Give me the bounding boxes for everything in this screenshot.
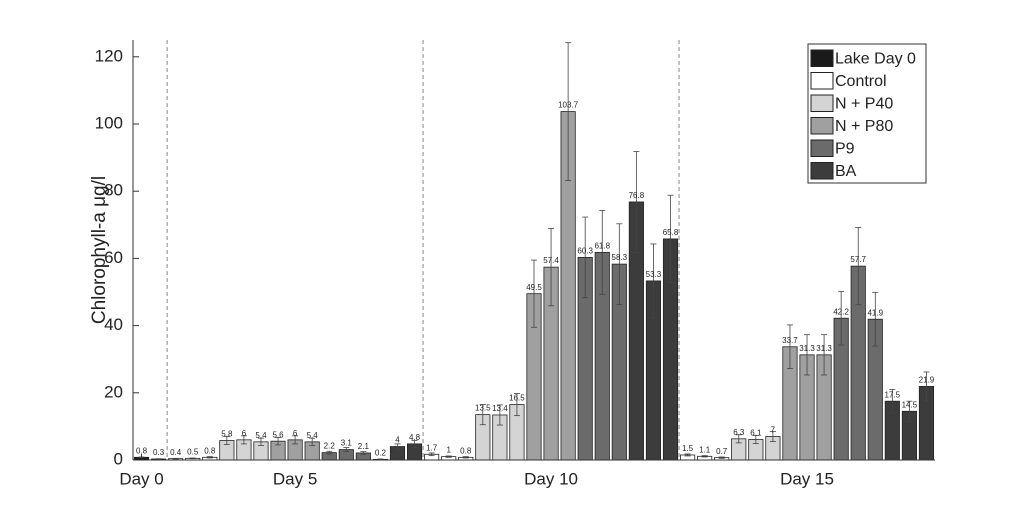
value-label: 33.7: [782, 336, 798, 345]
value-label: 7: [771, 426, 776, 435]
value-label: 0.8: [136, 446, 148, 455]
legend-swatch: [810, 139, 834, 157]
value-label: 0.3: [153, 448, 165, 457]
legend-swatch: [810, 49, 834, 67]
y-tick-label: 20: [104, 382, 123, 401]
legend-label: N + P40: [835, 95, 893, 112]
value-label: 53.3: [646, 270, 662, 279]
value-label: 14.5: [902, 400, 918, 409]
y-tick-label: 100: [95, 113, 123, 132]
x-tick-label: Day 10: [524, 469, 578, 488]
value-label: 6: [242, 429, 247, 438]
value-label: 13.4: [492, 404, 508, 413]
value-label: 0.2: [375, 448, 387, 457]
value-label: 41.9: [867, 308, 883, 317]
value-label: 0.4: [170, 448, 182, 457]
value-label: 31.3: [816, 344, 832, 353]
y-tick-label: 120: [95, 46, 123, 65]
value-label: 2.2: [324, 442, 336, 451]
value-label: 57.7: [850, 255, 866, 264]
value-label: 58.3: [612, 253, 628, 262]
value-label: 5.8: [221, 430, 233, 439]
value-label: 1.5: [682, 444, 694, 453]
value-label: 0.8: [460, 446, 472, 455]
value-label: 31.3: [799, 344, 815, 353]
value-label: 0.5: [187, 447, 199, 456]
value-label: 5.4: [255, 431, 267, 440]
value-label: 1.1: [699, 445, 711, 454]
value-label: 60.3: [577, 247, 593, 256]
legend-label: BA: [835, 163, 857, 180]
legend-label: Lake Day 0: [835, 50, 916, 67]
value-label: 6.1: [750, 429, 762, 438]
value-label: 103.7: [558, 101, 579, 110]
value-label: 13.5: [475, 404, 491, 413]
value-label: 1.7: [426, 443, 438, 452]
x-tick-label: Day 15: [780, 469, 834, 488]
value-label: 61.8: [594, 241, 610, 250]
x-tick-label: Day 5: [273, 469, 317, 488]
legend-label: Control: [835, 73, 887, 90]
value-label: 4: [395, 436, 400, 445]
value-label: 1: [446, 446, 451, 455]
value-label: 76.8: [629, 191, 645, 200]
value-label: 21.9: [919, 376, 935, 385]
value-label: 57.4: [543, 256, 559, 265]
value-label: 5.6: [272, 430, 284, 439]
x-tick-label: Day 0: [119, 469, 163, 488]
value-label: 6.3: [733, 428, 745, 437]
value-label: 17.5: [885, 390, 901, 399]
value-label: 16.5: [509, 394, 525, 403]
value-label: 0.8: [204, 446, 216, 455]
legend-swatch: [810, 117, 834, 135]
legend-box: [807, 43, 927, 184]
value-label: 42.2: [833, 307, 849, 316]
value-label: 4.8: [409, 433, 421, 442]
value-label: 2.1: [358, 442, 370, 451]
y-tick-label: 60: [104, 248, 123, 267]
y-tick-label: 0: [114, 449, 123, 468]
value-label: 3.1: [341, 439, 353, 448]
y-tick-label: 80: [104, 181, 123, 200]
value-label: 0.7: [716, 447, 728, 456]
legend-label: P9: [835, 140, 855, 157]
legend-swatch: [810, 94, 834, 112]
y-tick-label: 40: [104, 315, 123, 334]
value-label: 65.8: [663, 228, 679, 237]
y-axis-label: Chlorophyll-a μg/l: [89, 176, 110, 324]
value-label: 49.5: [526, 283, 542, 292]
value-label: 5.4: [307, 431, 319, 440]
legend-label: N + P80: [835, 118, 893, 135]
legend-swatch: [810, 162, 834, 180]
legend-swatch: [810, 72, 834, 90]
value-label: 6: [293, 429, 298, 438]
